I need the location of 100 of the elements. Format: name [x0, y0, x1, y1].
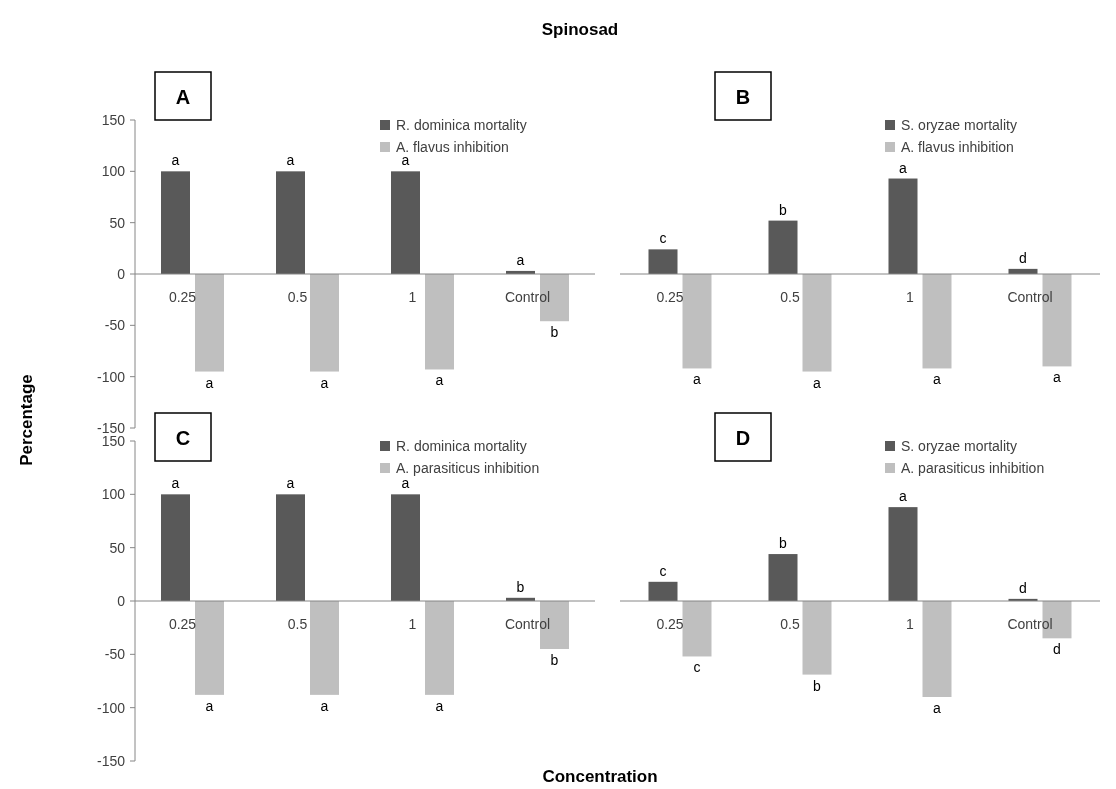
data-label: a: [286, 152, 295, 169]
data-label: a: [933, 371, 942, 388]
bar: [768, 220, 798, 274]
data-label: a: [899, 488, 908, 505]
y-tick-label: -150: [96, 753, 126, 769]
x-axis-title: Concentration: [542, 767, 658, 786]
x-tick-label: 1: [408, 616, 417, 632]
annotation: C: [175, 427, 191, 449]
y-tick-label: 50: [109, 539, 126, 556]
y-tick-label: 100: [101, 163, 126, 180]
data-label: a: [320, 697, 329, 714]
bar: [802, 274, 832, 372]
x-tick-label: 0.25: [656, 616, 684, 632]
data-label: d: [1019, 249, 1027, 266]
bar: [425, 274, 454, 370]
bar: [888, 178, 918, 274]
legend-label: A. flavus inhibition: [396, 139, 509, 155]
legend-label: A. parasiticus inhibition: [396, 460, 540, 476]
data-label: b: [779, 535, 788, 552]
data-label: a: [1053, 369, 1062, 386]
legend-label: A. flavus inhibition: [901, 139, 1014, 155]
y-tick-label: -100: [96, 699, 126, 716]
data-label: c: [659, 230, 667, 247]
y-tick-label: -50: [104, 646, 126, 663]
annotation: D: [735, 427, 751, 449]
data-label: b: [813, 677, 822, 694]
data-label: a: [693, 371, 702, 388]
bar: [310, 601, 339, 695]
legend-label: R. dominica mortality: [396, 117, 527, 133]
x-tick-label: 0.25: [168, 289, 197, 305]
x-tick-label: 0.5: [780, 616, 800, 632]
y-tick-label: -50: [104, 317, 126, 334]
bar: [195, 274, 224, 372]
x-tick-label: 0.25: [168, 616, 197, 632]
x-tick-label: 0.5: [287, 616, 308, 632]
bar: [276, 494, 305, 601]
data-label: a: [435, 697, 444, 714]
bar: [276, 171, 305, 274]
bar: [648, 249, 678, 274]
legend-label: R. dominica mortality: [396, 438, 527, 454]
bar: [768, 554, 798, 601]
bar: [922, 601, 952, 697]
data-label: b: [550, 324, 559, 341]
legend-label: S. oryzae mortality: [901, 438, 1017, 454]
x-tick-label: Control: [1007, 289, 1053, 305]
y-tick-label: 100: [101, 486, 126, 503]
data-label: a: [286, 475, 295, 492]
data-label: d: [1053, 641, 1061, 658]
y-tick-label: -100: [96, 368, 126, 385]
y-tick-label: 0: [117, 266, 126, 282]
bar: [391, 171, 420, 274]
data-label: a: [813, 374, 822, 391]
text: A: [175, 86, 191, 108]
bar: [425, 601, 454, 695]
data-label: a: [899, 159, 908, 176]
data-label: a: [205, 374, 214, 391]
bar: [682, 601, 712, 657]
x-tick-label: Control: [1007, 616, 1053, 632]
data-label: a: [401, 475, 410, 492]
x-tick-label: 1: [906, 289, 915, 305]
data-label: a: [435, 372, 444, 389]
data-label: b: [779, 201, 788, 218]
bar: [922, 274, 952, 369]
bar: [161, 171, 190, 274]
x-tick-label: Control: [504, 289, 551, 305]
bar: [682, 274, 712, 369]
x-tick-label: 1: [408, 289, 417, 305]
data-label: d: [1019, 579, 1027, 596]
bar: [161, 494, 190, 601]
data-label: c: [659, 562, 667, 579]
chart-title: Spinosad: [541, 20, 619, 39]
x-tick-label: 0.5: [287, 289, 308, 305]
y-tick-label: 150: [101, 433, 126, 449]
bar: [310, 274, 339, 372]
data-label: a: [933, 700, 942, 716]
y-tick-label: 50: [109, 214, 126, 231]
bar: [888, 507, 918, 601]
data-label: a: [171, 475, 180, 492]
legend-label: S. oryzae mortality: [901, 117, 1017, 133]
data-label: b: [550, 652, 559, 668]
y-tick-label: 0: [117, 593, 126, 609]
bar: [195, 601, 224, 695]
y-axis-title: Percentage: [17, 374, 36, 466]
x-tick-label: 1: [906, 616, 915, 632]
data-label: a: [516, 251, 525, 268]
y-tick-label: 150: [101, 112, 126, 128]
data-label: a: [320, 374, 329, 391]
x-tick-label: 0.5: [780, 289, 800, 305]
bar: [802, 601, 832, 675]
legend-label: A. parasiticus inhibition: [901, 460, 1045, 476]
data-label: a: [205, 697, 214, 714]
data-label: c: [693, 659, 701, 676]
bar: [391, 494, 420, 601]
data-label: a: [171, 152, 180, 169]
data-label: b: [516, 578, 525, 595]
text: B: [735, 86, 751, 108]
data-label: a: [401, 152, 410, 169]
x-tick-label: 0.25: [656, 289, 684, 305]
x-tick-label: Control: [504, 616, 551, 632]
bar: [648, 581, 678, 601]
